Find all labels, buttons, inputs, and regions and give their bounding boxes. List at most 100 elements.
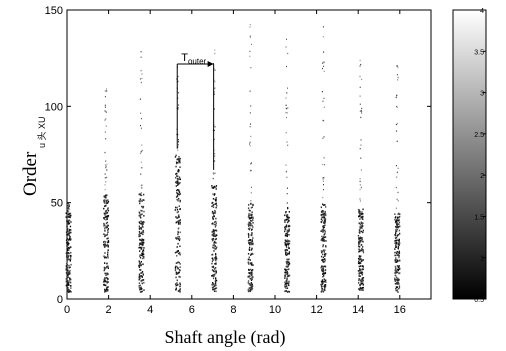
data-point [211,266,213,268]
data-point [325,214,327,217]
data-point [396,228,398,231]
data-point-sparse [104,104,106,106]
data-point [179,219,181,221]
data-point [175,283,177,285]
data-point [358,259,360,261]
data-point-sparse [249,145,251,147]
data-point [322,239,324,241]
data-point [395,289,397,292]
data-point [66,242,68,244]
data-point [361,244,363,246]
data-point-sparse [214,49,216,51]
data-point [359,241,361,244]
data-point-sparse [395,186,397,189]
data-point [212,246,214,249]
data-point-sparse [360,63,362,66]
data-point-sparse [286,65,287,68]
data-point-sparse [287,87,288,89]
data-point-sparse [104,90,106,92]
data-point-sparse [395,207,397,209]
data-point [138,244,141,246]
data-point [321,287,323,289]
data-point [325,240,327,242]
data-point [176,175,178,177]
data-point-sparse [321,91,323,93]
data-point [396,283,398,285]
data-point [65,212,67,214]
data-point [67,252,70,254]
data-point [66,252,68,254]
data-point [68,266,70,269]
data-point [104,199,106,201]
data-point [69,212,72,215]
data-point-sparse [359,75,361,78]
data-point [175,287,177,290]
data-point [107,228,109,230]
data-point [103,283,105,286]
data-point [66,246,68,248]
data-point [179,157,181,160]
colorbar-tick-label: 2 [480,173,484,180]
data-point-sparse [359,180,361,183]
data-point [70,256,72,258]
data-point [251,287,254,290]
data-point-sparse [177,108,179,110]
data-point [177,211,179,213]
data-point [215,187,217,190]
data-point [67,289,69,291]
data-point [178,227,180,230]
data-point-sparse [141,186,143,188]
data-point [138,227,141,230]
data-point-sparse [397,122,398,125]
data-point [362,289,364,291]
data-point-sparse [287,144,289,146]
data-point [324,287,326,289]
data-point-sparse [285,104,287,106]
data-point [212,206,215,208]
data-point [214,283,217,285]
data-point [248,228,250,231]
data-point [104,202,106,204]
data-point [140,269,142,271]
data-point [248,268,250,271]
data-point [247,253,250,255]
data-point [68,264,70,267]
data-point [361,277,363,279]
y-axis-sublabel: u 头 XU [37,116,47,148]
data-point [179,291,181,293]
data-point [286,230,288,232]
data-point-sparse [396,176,398,178]
data-point [285,211,287,213]
data-point [214,257,216,259]
data-point [140,228,142,230]
data-point [68,232,70,235]
data-point [321,268,323,270]
data-point [361,280,363,282]
data-point [70,263,72,266]
data-point [212,237,214,240]
data-point [142,223,144,225]
data-point [213,194,215,196]
data-point [358,255,360,257]
data-point [212,198,215,200]
data-point [287,220,289,223]
data-point [247,240,250,242]
data-point [360,260,362,263]
data-point [68,215,70,217]
data-point [68,242,70,245]
data-point [211,283,213,286]
data-point [322,268,324,271]
data-point [248,236,250,238]
data-point-sparse [395,123,397,126]
data-point [214,268,216,270]
data-point [284,221,286,223]
data-point [107,245,109,247]
data-point [361,224,364,227]
data-point [395,244,397,246]
data-point [213,185,215,188]
data-point [323,235,325,238]
data-point [179,199,181,202]
data-point [287,233,289,236]
data-point [359,288,361,291]
data-point [143,281,145,284]
